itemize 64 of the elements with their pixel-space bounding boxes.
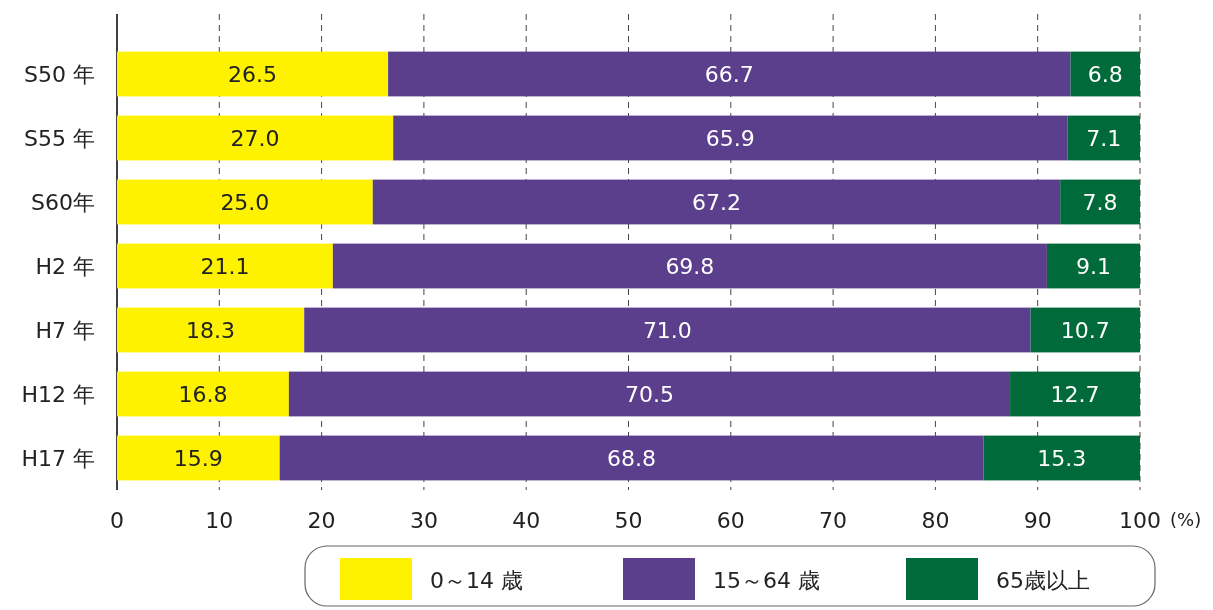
x-tick-label: 90	[1023, 508, 1052, 533]
y-tick-label: S50 年	[24, 62, 95, 87]
x-tick-label: 50	[614, 508, 643, 533]
data-label: 10.7	[1060, 318, 1110, 343]
legend-label: 15～64 歳	[713, 568, 820, 593]
x-tick-label: 40	[512, 508, 541, 533]
bar	[117, 371, 289, 417]
bar	[1060, 179, 1140, 225]
bar	[279, 435, 984, 481]
data-label: 18.3	[186, 318, 236, 343]
bar	[1046, 243, 1140, 289]
data-label: 67.2	[691, 190, 741, 215]
legend-label: 0～14 歳	[430, 568, 523, 593]
bar	[117, 51, 389, 97]
bar	[117, 243, 333, 289]
y-tick-label: S60年	[31, 190, 95, 215]
bar	[388, 51, 1071, 97]
data-label: 16.8	[178, 382, 228, 407]
x-tick-label: 60	[716, 508, 745, 533]
data-label: 66.7	[704, 62, 754, 87]
data-label: 15.9	[173, 446, 223, 471]
data-label: 65.9	[705, 126, 755, 151]
data-label: 6.8	[1087, 62, 1123, 87]
data-label: 27.0	[230, 126, 280, 151]
bar	[372, 179, 1061, 225]
data-label: 69.8	[665, 254, 715, 279]
bar	[983, 435, 1140, 481]
data-label: 7.8	[1082, 190, 1118, 215]
y-tick-label: H17 年	[21, 446, 95, 471]
y-tick-label: H2 年	[35, 254, 95, 279]
data-label: 12.7	[1050, 382, 1100, 407]
data-label: 26.5	[228, 62, 278, 87]
x-tick-label: 80	[921, 508, 950, 533]
x-tick-label: 10	[205, 508, 234, 533]
bar	[393, 115, 1068, 161]
data-label: 70.5	[624, 382, 674, 407]
bar	[1067, 115, 1140, 161]
data-label: 71.0	[642, 318, 692, 343]
data-label: 9.1	[1075, 254, 1111, 279]
bar	[304, 307, 1031, 353]
data-label: 21.1	[200, 254, 250, 279]
x-tick-label: 0	[110, 508, 124, 533]
x-tick-label: 100	[1119, 508, 1161, 533]
bar	[117, 179, 373, 225]
bar	[1010, 371, 1140, 417]
bar	[1030, 307, 1140, 353]
x-tick-label: 20	[307, 508, 336, 533]
data-label: 15.3	[1037, 446, 1087, 471]
data-label: 25.0	[220, 190, 270, 215]
bar	[117, 435, 280, 481]
bar	[288, 371, 1011, 417]
bar	[117, 115, 394, 161]
bar	[1070, 51, 1140, 97]
y-tick-label: H7 年	[35, 318, 95, 343]
data-label: 7.1	[1086, 126, 1122, 151]
y-tick-label: S55 年	[24, 126, 95, 151]
legend-label: 65歳以上	[996, 568, 1090, 593]
x-axis-title: (%)	[1170, 509, 1202, 530]
bar	[332, 243, 1047, 289]
x-tick-label: 70	[819, 508, 848, 533]
bar	[117, 307, 305, 353]
x-tick-label: 30	[409, 508, 438, 533]
data-label: 68.8	[607, 446, 657, 471]
y-tick-label: H12 年	[21, 382, 95, 407]
